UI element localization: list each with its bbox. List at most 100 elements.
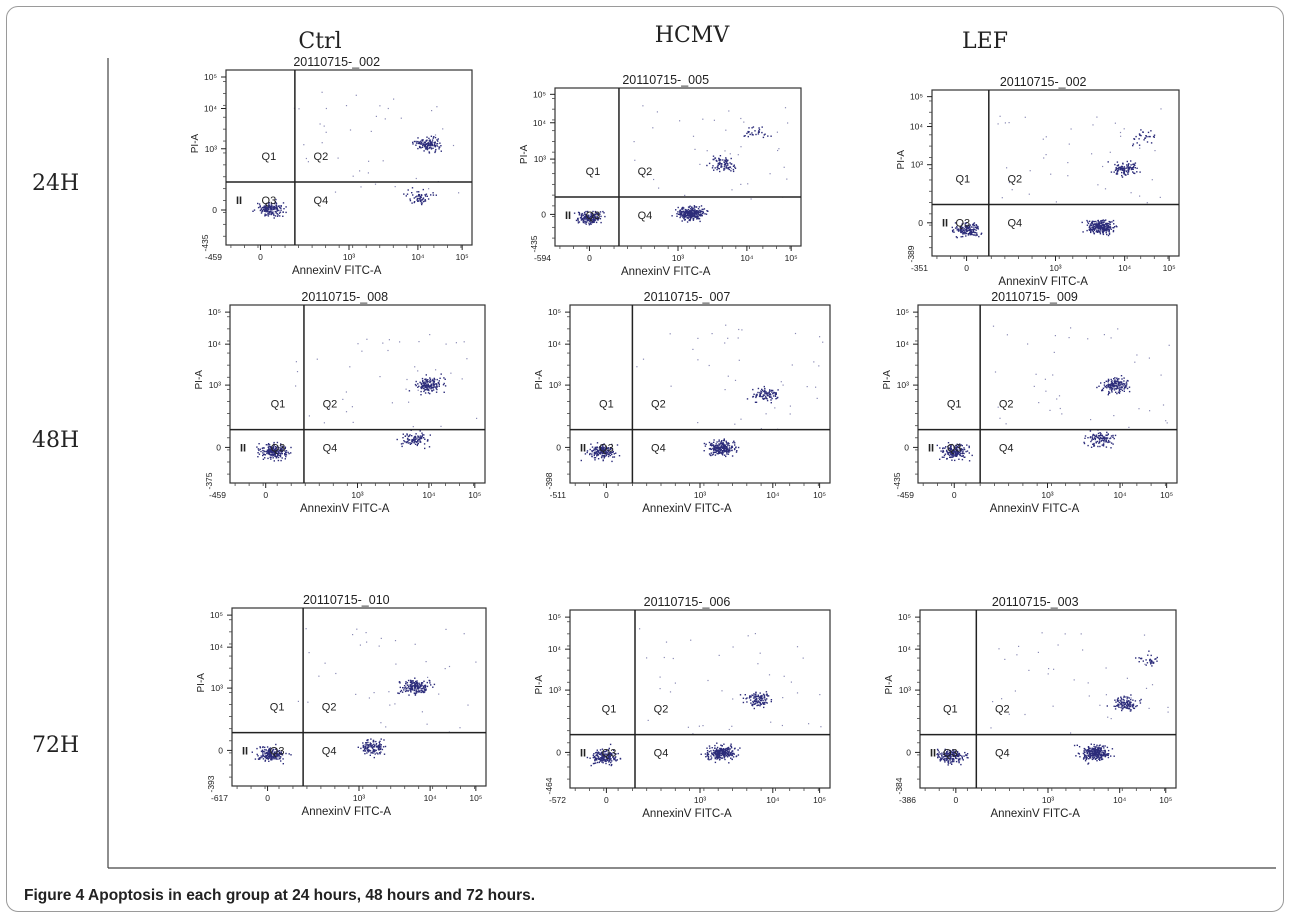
- cell-point: [1107, 756, 1110, 759]
- x-tick-label: 10⁵: [813, 795, 826, 805]
- cell-point: [960, 228, 963, 231]
- cell-point: [1096, 744, 1098, 746]
- cell-point: [277, 445, 279, 448]
- cell-point: [424, 685, 427, 687]
- cell-point: [273, 207, 275, 209]
- cell-point: [639, 628, 641, 630]
- cell-point: [417, 383, 419, 385]
- cell-point: [588, 222, 590, 224]
- y-tick-label: 10⁴: [208, 339, 221, 349]
- cell-point: [724, 444, 726, 446]
- cell-point: [337, 157, 339, 159]
- cell-point: [1112, 229, 1115, 232]
- cell-point: [267, 210, 269, 213]
- cell-point: [273, 443, 275, 446]
- cell-point: [774, 407, 776, 409]
- cell-point: [962, 229, 965, 231]
- cell-point: [1044, 378, 1046, 380]
- cell-point: [958, 448, 960, 450]
- cell-point: [403, 685, 406, 687]
- row-heading-72h: 72H: [32, 733, 79, 758]
- cell-point: [724, 454, 726, 456]
- cell-point: [370, 745, 372, 747]
- cell-point: [1027, 343, 1029, 345]
- cell-point: [723, 757, 725, 759]
- cell-point: [706, 210, 708, 212]
- cell-point: [960, 225, 963, 227]
- cell-point: [307, 701, 309, 703]
- cell-point: [424, 389, 426, 391]
- cell-point: [421, 711, 423, 713]
- cell-point: [959, 443, 961, 446]
- cell-point: [418, 691, 420, 693]
- cell-point: [429, 146, 431, 149]
- cell-point: [417, 440, 419, 443]
- cell-point: [1093, 445, 1095, 447]
- cell-point: [962, 455, 964, 457]
- cell-point: [265, 450, 268, 453]
- cell-point: [702, 725, 704, 727]
- cell-point: [719, 747, 721, 750]
- cell-point: [417, 435, 419, 437]
- cell-point: [770, 399, 772, 401]
- cell-point: [608, 754, 610, 757]
- cell-point: [271, 446, 273, 448]
- cell-point: [370, 746, 373, 748]
- cell-point: [954, 446, 956, 448]
- cell-point: [602, 447, 604, 449]
- cell-point: [404, 690, 407, 693]
- cell-point: [364, 750, 366, 752]
- cell-point: [391, 402, 393, 404]
- cell-point: [372, 752, 374, 754]
- cell-point: [418, 142, 421, 145]
- cell-point: [1138, 133, 1141, 135]
- cell-point: [1089, 756, 1092, 758]
- cell-point: [704, 753, 707, 755]
- cell-point: [954, 752, 956, 754]
- cell-point: [425, 193, 428, 195]
- cell-point: [952, 758, 954, 760]
- cell-point: [1103, 384, 1106, 386]
- cell-point: [728, 166, 730, 169]
- cell-point: [964, 233, 966, 235]
- cell-point: [725, 455, 727, 458]
- cell-point: [267, 457, 269, 460]
- cell-point: [272, 756, 274, 758]
- quadrant-label-q1: Q1: [262, 151, 277, 163]
- cell-point: [966, 230, 968, 232]
- cell-point: [945, 751, 948, 754]
- cell-point: [763, 694, 765, 696]
- cell-point: [425, 689, 427, 691]
- cell-point: [411, 688, 414, 690]
- cell-point: [762, 395, 764, 397]
- cell-point: [369, 750, 372, 752]
- cell-point: [1098, 385, 1100, 387]
- cell-point: [1092, 434, 1094, 437]
- cell-point: [416, 682, 419, 684]
- cell-point: [577, 222, 580, 224]
- cell-point: [606, 449, 609, 452]
- cell-point: [732, 750, 734, 752]
- cell-point: [367, 744, 369, 747]
- cell-point: [415, 142, 418, 144]
- cell-point: [950, 451, 952, 453]
- cell-point: [275, 450, 278, 452]
- cell-point: [417, 439, 419, 442]
- cell-point: [952, 453, 954, 455]
- cell-point: [1110, 437, 1112, 439]
- y-tick-label: 10⁵: [210, 610, 223, 620]
- cell-point: [965, 235, 967, 237]
- cell-point: [422, 198, 424, 200]
- cell-point: [739, 694, 742, 696]
- cell-point: [740, 418, 742, 420]
- cell-point: [589, 216, 591, 218]
- cell-point: [769, 390, 771, 392]
- cell-point: [978, 235, 980, 238]
- cell-point: [422, 142, 424, 144]
- cell-point: [762, 699, 764, 702]
- cell-point: [278, 206, 281, 209]
- cell-point: [758, 130, 760, 132]
- cell-point: [752, 700, 754, 703]
- cell-point: [1097, 231, 1099, 233]
- cell-point: [1081, 221, 1083, 224]
